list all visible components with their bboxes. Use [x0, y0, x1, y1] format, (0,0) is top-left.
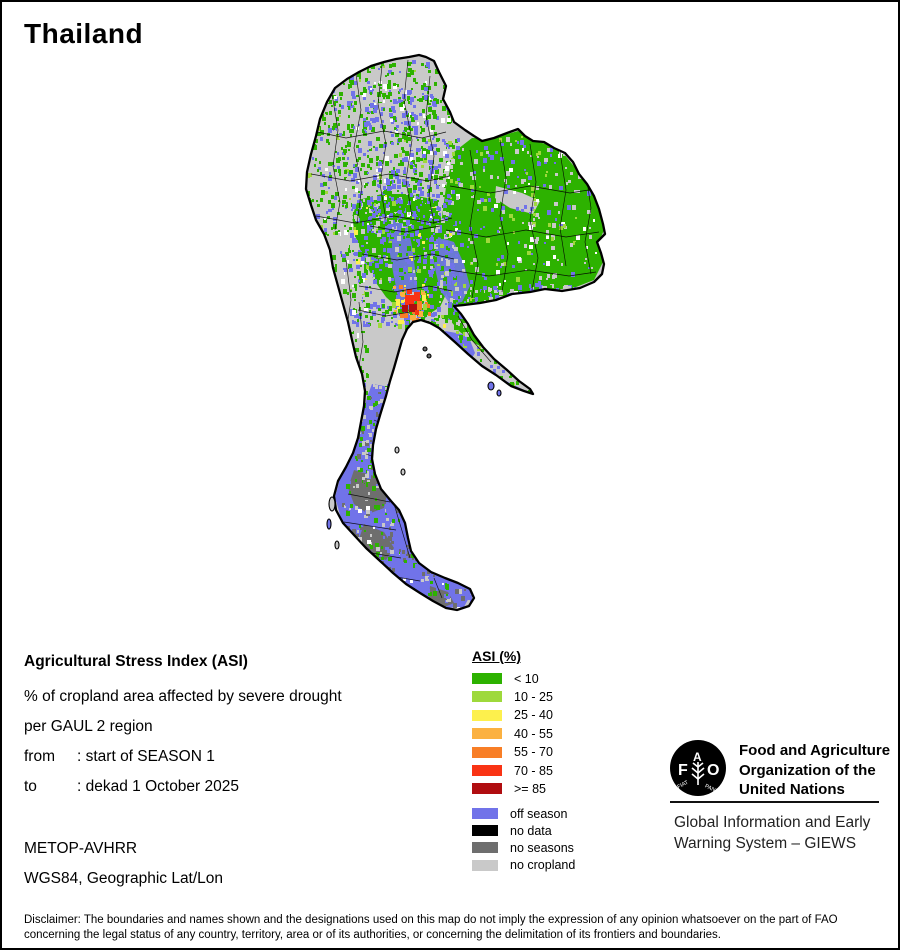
legend-row: 25 - 40: [472, 708, 553, 723]
legend-swatch: [472, 783, 502, 795]
info-description-line2: per GAUL 2 region: [24, 718, 153, 735]
fao-divider-line: [670, 801, 879, 803]
legend-swatch: [472, 808, 498, 819]
legend-swatch: [472, 842, 498, 854]
legend-swatch: [472, 691, 502, 703]
legend-swatch: [472, 673, 502, 684]
legend-title: ASI (%): [472, 648, 521, 664]
page-title: Thailand: [24, 18, 144, 49]
info-description-line1: % of cropland area affected by severe dr…: [24, 688, 342, 705]
legend-label: no data: [510, 823, 552, 838]
legend-row: off season: [472, 806, 568, 821]
legend-row: < 10: [472, 671, 539, 686]
legend-swatch: [472, 825, 498, 837]
legend-label: no seasons: [510, 840, 574, 855]
legend-row: 70 - 85: [472, 763, 553, 778]
legend-swatch: [472, 859, 498, 871]
disclaimer-text: Disclaimer: The boundaries and names sho…: [24, 913, 886, 942]
legend-row: 10 - 25: [472, 689, 553, 704]
fao-motto-fiat: FIAT: [677, 779, 691, 790]
fao-name-line: Food and Agriculture: [739, 742, 891, 759]
from-value: : start of SEASON 1: [77, 748, 215, 765]
sensor-label: METOP-AVHRR: [24, 840, 138, 857]
asi-legend: ASI (%) < 10 10 - 25 25 - 40 40 - 55 55 - 70…: [472, 648, 642, 878]
fao-logo-letter-o: O: [707, 762, 719, 779]
fao-name-line: Organization of the: [739, 761, 876, 779]
legend-label: 40 - 55: [514, 726, 553, 741]
wheat-stalk-icon: [691, 762, 705, 785]
giews-line: Global Information and Early: [674, 814, 871, 831]
to-label: to: [24, 778, 37, 795]
legend-label: 55 - 70: [514, 745, 553, 760]
from-label: from: [24, 748, 55, 765]
disclaimer-line: Disclaimer: The boundaries and names sho…: [24, 914, 838, 926]
legend-row: no data: [472, 823, 552, 838]
giews-label: Global Information and Early Warning Sys…: [674, 812, 870, 854]
legend-swatch: [472, 746, 502, 758]
legend-swatch: [472, 728, 502, 740]
info-to-line: to : dekad 1 October 2025: [24, 778, 239, 796]
legend-row: no cropland: [472, 858, 576, 873]
legend-label: off season: [510, 806, 568, 821]
fao-organization-name: Food and Agriculture Organization of the…: [739, 741, 890, 800]
legend-swatch: [472, 765, 502, 776]
fao-name-line: United Nations: [739, 781, 845, 798]
info-heading: Agricultural Stress Index (ASI): [24, 653, 248, 670]
legend-row: 40 - 55: [472, 726, 553, 741]
legend-label: < 10: [514, 671, 539, 686]
projection-label: WGS84, Geographic Lat/Lon: [24, 870, 224, 887]
giews-line: Warning System – GIEWS: [674, 835, 857, 852]
fao-logo-letter-a: A: [693, 750, 702, 764]
to-value: : dekad 1 October 2025: [77, 778, 240, 795]
legend-row: 55 - 70: [472, 745, 553, 760]
legend-row: >= 85: [472, 781, 546, 796]
legend-label: no cropland: [510, 858, 576, 873]
legend-label: 70 - 85: [514, 763, 553, 778]
legend-swatch: [472, 709, 502, 721]
legend-row: no seasons: [472, 840, 574, 855]
legend-label: 25 - 40: [514, 708, 553, 723]
info-from-line: from : start of SEASON 1: [24, 748, 215, 766]
fao-logo-icon: F O A FIAT PANIS: [670, 740, 726, 796]
disclaimer-line: concerning the legal status of any count…: [24, 928, 721, 941]
legend-label: 10 - 25: [514, 689, 553, 704]
legend-label: >= 85: [514, 781, 546, 796]
fao-logo-letter-f: F: [678, 762, 688, 779]
